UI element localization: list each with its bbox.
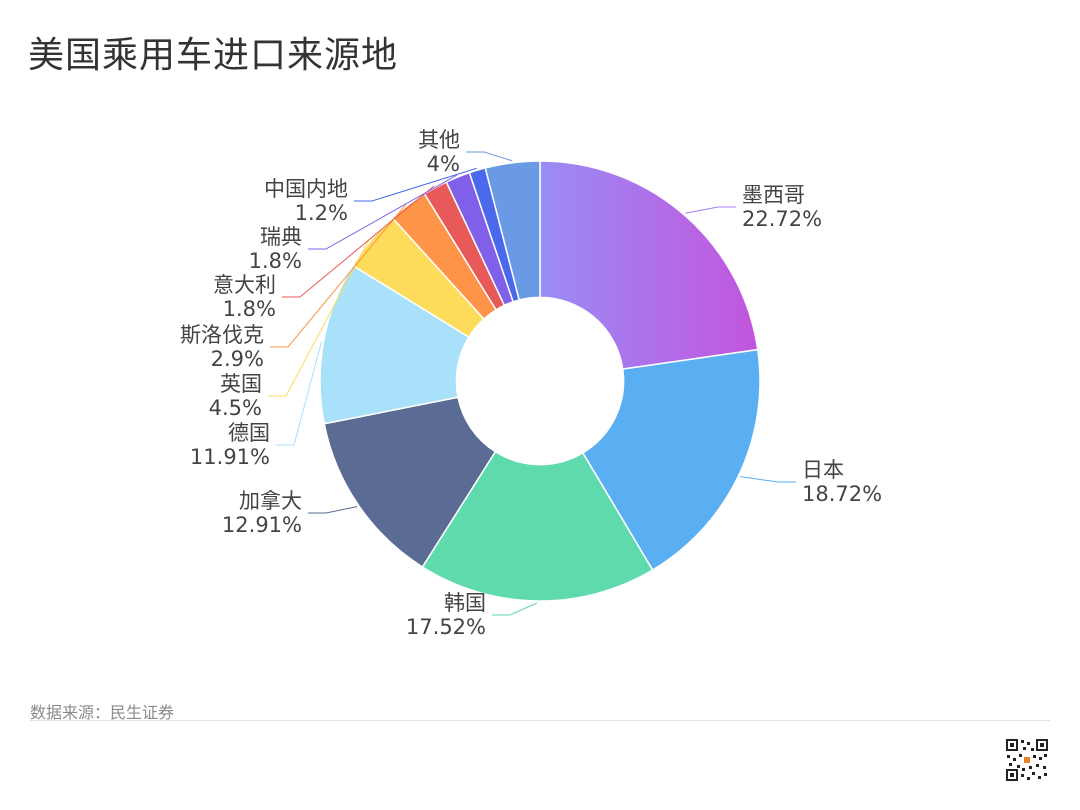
slice-label-3: 韩国: [444, 591, 486, 615]
slice-label-8: 意大利: [213, 273, 276, 297]
leader-line-10: [354, 167, 477, 202]
slice-label-9: 瑞典: [260, 225, 302, 249]
leader-line-4: [308, 506, 358, 514]
leader-line-11: [466, 151, 513, 162]
leader-line-2: [740, 476, 796, 483]
slice-value-9: 1.8%: [249, 249, 302, 273]
leader-line-8: [282, 185, 435, 298]
slice-value-3: 17.52%: [406, 615, 486, 639]
slice-label-10: 中国内地: [264, 177, 348, 201]
chart-title: 美国乘用车进口来源地: [28, 35, 399, 76]
slice-label-11: 其他: [418, 128, 460, 152]
slice-label-7: 斯洛伐克: [180, 323, 264, 347]
leader-line-6: [268, 238, 370, 397]
slice-value-1: 22.72%: [742, 207, 822, 231]
slice-label-5: 德国: [228, 421, 270, 445]
slice-label-1: 墨西哥: [742, 183, 805, 207]
footer-divider: [30, 720, 1050, 721]
slice-value-2: 18.72%: [802, 482, 882, 506]
pie-slice-5[interactable]: [319, 264, 470, 425]
leader-line-7: [270, 203, 408, 348]
slice-value-4: 12.91%: [222, 513, 302, 537]
leader-line-5: [276, 341, 323, 446]
pie-slice-1[interactable]: [539, 160, 759, 370]
slice-value-7: 2.9%: [211, 347, 264, 371]
data-source-note: 数据来源：民生证券: [30, 703, 175, 722]
pie-slice-4[interactable]: [323, 396, 497, 568]
qr-code-icon: [1005, 738, 1049, 782]
pie-slice-11[interactable]: [484, 160, 541, 301]
pie-slice-3[interactable]: [421, 450, 654, 602]
leader-line-9: [308, 174, 458, 250]
pie-slice-2[interactable]: [581, 348, 761, 572]
slice-label-4: 加拿大: [239, 489, 302, 513]
leader-line-1: [685, 206, 736, 214]
slice-label-2: 日本: [802, 458, 844, 482]
slice-value-8: 1.8%: [223, 297, 276, 321]
slice-value-6: 4.5%: [209, 396, 262, 420]
slice-value-5: 11.91%: [190, 445, 270, 469]
slice-value-10: 1.2%: [295, 201, 348, 225]
slice-label-6: 英国: [220, 372, 262, 396]
leader-line-3: [492, 602, 538, 616]
slice-value-11: 4%: [427, 152, 460, 176]
